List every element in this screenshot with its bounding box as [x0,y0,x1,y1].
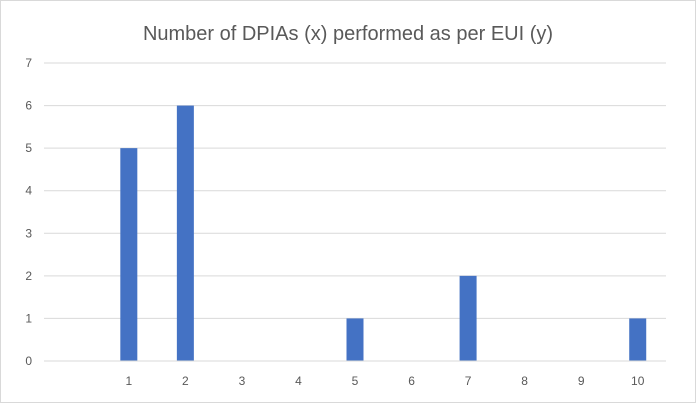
bar-7 [459,275,477,361]
y-tick-label: 5 [25,141,32,155]
x-tick-label: 1 [125,374,132,388]
y-tick-label: 3 [25,226,32,240]
x-tick-label: 6 [408,374,415,388]
gridlines [44,62,666,319]
x-tick-label: 2 [182,374,189,388]
bar-10 [629,318,647,361]
bars [120,105,647,361]
x-tick-label: 5 [352,374,359,388]
x-tick-label: 4 [295,374,302,388]
y-tick-label: 4 [25,184,32,198]
x-tick-label: 9 [578,374,585,388]
y-axis-tick-labels: 0 1 2 3 4 5 6 7 [25,56,32,368]
x-axis-tick-labels: 1 2 3 4 5 6 7 8 9 10 [125,374,644,388]
y-tick-label: 1 [25,311,32,325]
bar-2 [176,105,194,361]
y-tick-label: 7 [25,56,32,70]
x-tick-label: 8 [521,374,528,388]
y-tick-label: 0 [25,354,32,368]
y-tick-label: 6 [25,99,32,113]
x-tick-label: 10 [631,374,645,388]
bar-1 [120,148,138,361]
x-tick-label: 3 [239,374,246,388]
bar-5 [346,318,364,361]
y-tick-label: 2 [25,269,32,283]
x-tick-label: 7 [465,374,472,388]
chart-title: Number of DPIAs (x) performed as per EUI… [143,23,553,45]
